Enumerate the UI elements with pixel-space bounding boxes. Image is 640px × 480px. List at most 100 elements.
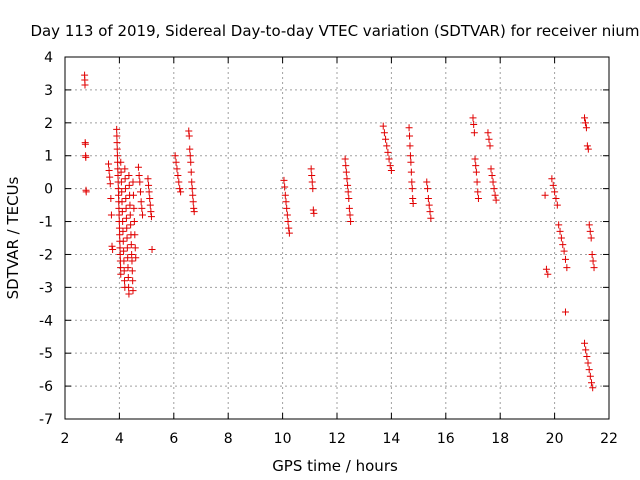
- data-point: [123, 234, 131, 242]
- data-point: [561, 308, 569, 316]
- data-point: [186, 145, 194, 153]
- data-point: [82, 153, 90, 161]
- data-point: [424, 185, 432, 193]
- data-point: [345, 204, 353, 212]
- data-point: [424, 195, 432, 203]
- data-point: [119, 237, 127, 245]
- data-point: [82, 188, 90, 196]
- data-point: [285, 229, 293, 237]
- data-point: [588, 250, 596, 258]
- x-tick-label: 2: [61, 431, 70, 447]
- data-point: [585, 221, 593, 229]
- data-point: [118, 198, 126, 206]
- plot-frame: [64, 56, 610, 420]
- data-point: [341, 155, 349, 163]
- data-point: [146, 201, 154, 209]
- data-point: [474, 195, 482, 203]
- data-point: [342, 168, 350, 176]
- data-point: [121, 277, 129, 285]
- data-point: [189, 198, 197, 206]
- data-point: [147, 213, 155, 221]
- y-tick-label: -3: [39, 280, 53, 296]
- data-point: [308, 171, 316, 179]
- data-point: [309, 206, 317, 214]
- data-point: [130, 218, 138, 226]
- data-point: [585, 366, 593, 374]
- data-point: [549, 181, 557, 189]
- data-point: [146, 195, 154, 203]
- data-point: [139, 211, 147, 219]
- data-point: [123, 224, 131, 232]
- data-point: [385, 155, 393, 163]
- data-point: [474, 188, 482, 196]
- data-point: [491, 191, 499, 199]
- data-point: [114, 165, 122, 173]
- data-point: [280, 176, 288, 184]
- data-point: [118, 188, 126, 196]
- data-point: [113, 132, 121, 140]
- data-point: [106, 173, 114, 181]
- data-point: [406, 152, 414, 160]
- data-point: [408, 185, 416, 193]
- data-point: [561, 255, 569, 263]
- data-point: [113, 152, 121, 160]
- x-tick-label: 22: [600, 431, 618, 447]
- y-tick-labels: -7 -6 -5 -4 -3 -2 -1 0 1 2 3 4: [39, 50, 53, 428]
- data-point: [590, 264, 598, 272]
- data-point: [379, 122, 387, 130]
- data-point: [128, 257, 136, 265]
- data-point: [555, 221, 563, 229]
- data-point: [188, 178, 196, 186]
- data-point: [406, 132, 414, 140]
- data-point: [125, 283, 133, 291]
- data-point: [120, 247, 128, 255]
- data-point: [148, 246, 156, 254]
- data-point: [343, 175, 351, 183]
- data-point: [138, 204, 146, 212]
- data-point: [423, 178, 431, 186]
- data-point: [107, 211, 115, 219]
- data-point: [171, 152, 179, 160]
- y-tick-label: -1: [39, 215, 53, 231]
- data-point: [129, 287, 137, 295]
- data-point: [581, 114, 589, 122]
- data-point: [147, 208, 155, 216]
- data-point: [281, 183, 289, 191]
- x-tick-label: 10: [274, 431, 292, 447]
- data-point: [132, 254, 140, 262]
- data-point: [345, 195, 353, 203]
- data-point: [380, 129, 388, 137]
- data-point: [586, 227, 594, 235]
- x-tick-label: 14: [382, 431, 400, 447]
- data-point: [342, 162, 350, 170]
- data-point: [307, 165, 315, 173]
- data-point: [190, 208, 198, 216]
- data-point: [117, 178, 125, 186]
- data-point: [115, 211, 123, 219]
- y-tick-label: 2: [44, 116, 53, 132]
- data-point: [134, 163, 142, 171]
- data-point: [188, 185, 196, 193]
- data-point: [557, 234, 565, 242]
- data-point: [285, 224, 293, 232]
- data-point: [113, 139, 121, 147]
- data-point: [347, 218, 355, 226]
- data-point: [131, 244, 139, 252]
- x-tick-label: 12: [328, 431, 346, 447]
- x-axis-label: GPS time / hours: [272, 457, 398, 475]
- data-point: [472, 162, 480, 170]
- data-point: [119, 218, 127, 226]
- data-point: [122, 195, 130, 203]
- y-tick-label: 0: [44, 182, 53, 198]
- data-point: [406, 142, 414, 150]
- data-point: [118, 208, 126, 216]
- y-tick-label: -4: [39, 313, 53, 329]
- data-point: [409, 199, 417, 207]
- data-point: [137, 198, 145, 206]
- y-tick-label: 3: [44, 83, 53, 99]
- data-point: [173, 165, 181, 173]
- data-point: [492, 196, 500, 204]
- data-point: [175, 178, 183, 186]
- data-point: [125, 171, 133, 179]
- data-point: [310, 209, 318, 217]
